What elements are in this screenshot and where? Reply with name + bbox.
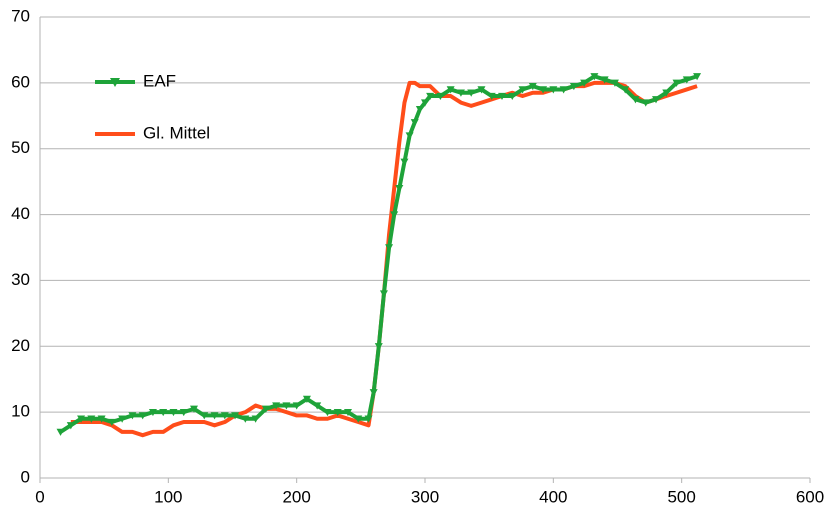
point-marker	[200, 412, 209, 420]
point-marker	[97, 415, 106, 423]
point-marker	[487, 92, 496, 101]
point-marker	[641, 99, 650, 107]
point-marker	[241, 415, 250, 423]
point-marker	[456, 89, 465, 97]
y-tick-label: 40	[11, 204, 30, 223]
point-marker	[446, 86, 455, 94]
x-tick-label: 200	[282, 487, 310, 506]
point-marker	[600, 76, 609, 84]
point-marker	[364, 415, 373, 423]
point-marker	[621, 86, 630, 94]
point-marker	[421, 99, 429, 107]
legend-label: EAF	[143, 71, 176, 90]
y-tick-label: 60	[11, 72, 30, 91]
point-marker	[436, 92, 445, 101]
point-marker	[549, 86, 558, 94]
point-marker	[313, 402, 322, 410]
point-marker	[369, 389, 378, 397]
legend-label: Gl. Mittel	[143, 123, 210, 142]
point-marker	[169, 408, 178, 417]
point-marker	[220, 412, 229, 420]
point-marker	[477, 86, 486, 94]
y-tick-label: 30	[11, 270, 30, 289]
point-marker	[344, 408, 352, 417]
point-marker	[107, 418, 116, 427]
point-marker	[261, 405, 270, 413]
point-marker	[390, 211, 399, 219]
point-marker	[128, 412, 137, 420]
point-marker	[508, 92, 517, 101]
point-marker	[272, 402, 281, 410]
point-marker	[282, 402, 291, 410]
point-marker	[210, 412, 219, 420]
point-marker	[539, 86, 548, 94]
point-marker	[379, 290, 388, 298]
point-marker	[498, 92, 506, 101]
point-marker	[405, 132, 414, 140]
point-marker	[682, 76, 691, 84]
x-tick-label: 600	[796, 487, 824, 506]
point-marker	[118, 415, 127, 423]
point-marker	[518, 86, 527, 94]
point-marker	[302, 395, 311, 403]
point-marker	[138, 412, 147, 420]
point-marker	[385, 244, 394, 252]
point-marker	[159, 408, 168, 417]
point-marker	[374, 343, 383, 351]
y-tick-label: 10	[11, 402, 30, 421]
legend-marker	[110, 78, 120, 87]
point-marker	[333, 408, 342, 417]
point-marker	[672, 79, 681, 87]
y-tick-label: 50	[11, 138, 30, 157]
point-marker	[77, 415, 86, 423]
x-tick-label: 100	[154, 487, 182, 506]
point-marker	[251, 415, 260, 423]
point-marker	[395, 185, 404, 193]
point-marker	[610, 79, 619, 87]
point-marker	[631, 96, 640, 104]
y-tick-label: 20	[11, 336, 30, 355]
point-marker	[323, 408, 332, 417]
point-marker	[580, 79, 589, 87]
point-marker	[87, 415, 96, 423]
x-tick-label: 0	[35, 487, 44, 506]
point-marker	[179, 408, 188, 417]
point-marker	[569, 82, 578, 91]
point-marker	[231, 412, 240, 420]
point-marker	[66, 422, 75, 430]
point-marker	[292, 402, 301, 410]
point-marker	[415, 106, 424, 114]
point-marker	[662, 89, 671, 97]
point-marker	[190, 405, 198, 413]
point-marker	[400, 158, 409, 166]
point-marker	[467, 89, 476, 97]
point-marker	[410, 119, 419, 127]
point-marker	[528, 82, 537, 91]
point-marker	[590, 73, 599, 81]
point-marker	[652, 96, 660, 104]
point-marker	[426, 92, 435, 101]
point-marker	[56, 428, 65, 436]
x-tick-label: 300	[411, 487, 439, 506]
x-tick-label: 400	[539, 487, 567, 506]
point-marker	[148, 408, 157, 417]
point-marker	[559, 86, 568, 94]
y-tick-label: 0	[21, 467, 30, 486]
x-tick-label: 500	[667, 487, 695, 506]
point-marker	[354, 415, 363, 423]
series-line	[70, 80, 698, 438]
point-marker	[693, 73, 702, 81]
y-tick-label: 70	[11, 6, 30, 25]
